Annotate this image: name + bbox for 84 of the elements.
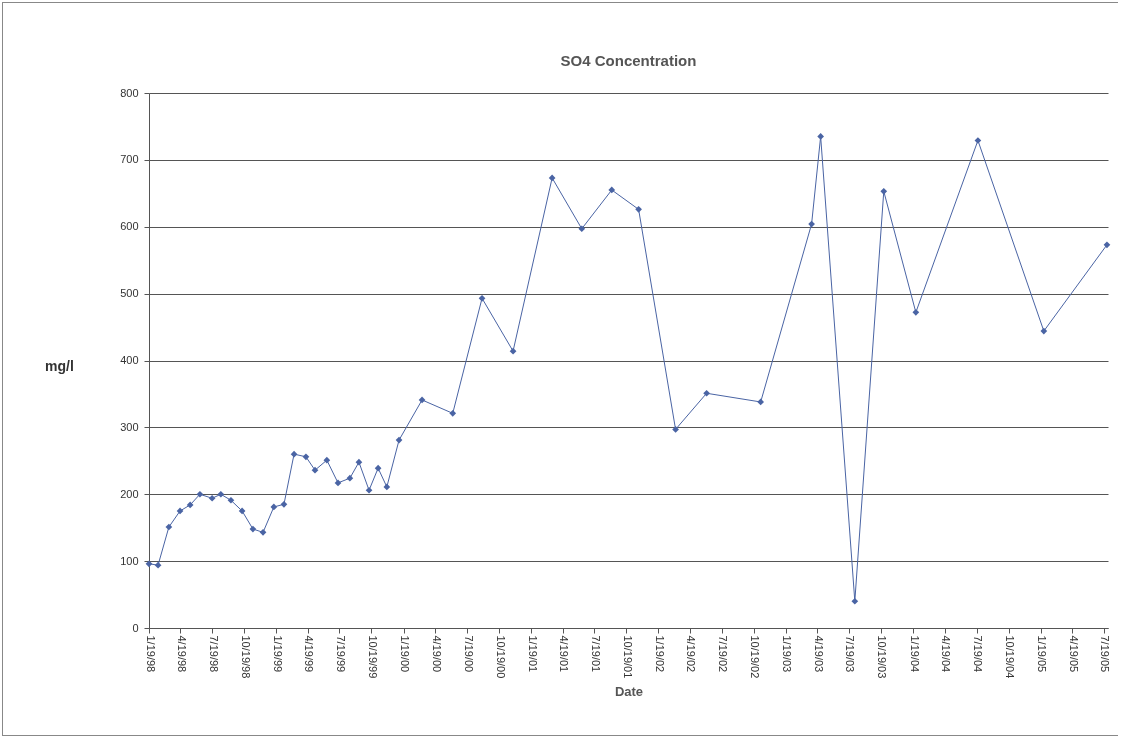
y-axis-title: mg/l	[45, 357, 74, 374]
point	[238, 507, 246, 515]
y-tick-label: 100	[120, 554, 139, 567]
x-tick-label: 1/19/00	[399, 635, 412, 673]
x-tick-label: 10/19/00	[494, 635, 507, 679]
point	[578, 225, 586, 233]
x-tick-label: 7/19/00	[462, 635, 475, 673]
x-tick-label: 7/19/03	[844, 635, 857, 673]
point	[186, 501, 194, 509]
x-tick-label: 1/19/99	[271, 635, 284, 673]
point	[302, 453, 310, 461]
x-tick-label: 1/19/03	[781, 635, 794, 673]
point	[635, 206, 642, 213]
y-tick-label: 800	[120, 86, 139, 99]
point	[395, 436, 403, 444]
point	[608, 186, 616, 194]
x-tick-label: 7/19/05	[1099, 635, 1112, 673]
point	[249, 525, 257, 533]
x-tick-label: 4/19/03	[812, 635, 825, 673]
point	[270, 503, 278, 511]
x-tick-label: 4/19/98	[175, 635, 188, 673]
point	[217, 490, 225, 498]
point	[311, 466, 319, 474]
x-tick-label: 1/19/01	[526, 635, 539, 673]
x-tick-label: 10/19/98	[239, 635, 252, 679]
point	[449, 409, 457, 417]
y-tick-label: 0	[132, 621, 139, 634]
point	[672, 426, 679, 433]
y-tick-label: 600	[120, 220, 139, 233]
point	[1040, 327, 1048, 335]
x-tick-label: 10/19/03	[876, 635, 889, 679]
point	[509, 347, 517, 355]
point	[334, 479, 342, 487]
point	[1103, 241, 1111, 249]
x-tick-label: 1/19/02	[653, 635, 666, 673]
point	[355, 458, 363, 466]
point	[478, 294, 486, 302]
point	[280, 500, 288, 508]
point	[176, 507, 184, 515]
point	[548, 174, 556, 182]
point	[346, 474, 354, 482]
point	[757, 398, 765, 406]
point	[290, 450, 298, 458]
y-tick-label: 400	[120, 354, 139, 366]
x-axis-title: Date	[614, 684, 644, 700]
x-tick-label: 1/19/04	[908, 635, 921, 673]
point	[817, 133, 824, 140]
point	[208, 494, 216, 502]
point	[365, 486, 373, 494]
x-tick-label: 7/19/99	[334, 635, 347, 673]
chart-title: SO4 Concentration	[560, 52, 697, 69]
x-tick-label: 1/19/98	[144, 635, 157, 673]
point	[912, 309, 920, 316]
x-tick-label: 7/19/01	[589, 635, 602, 673]
x-tick-label: 4/19/04	[940, 635, 953, 673]
x-tick-label: 7/19/02	[717, 635, 730, 673]
x-tick-label: 10/19/01	[621, 635, 634, 679]
point	[851, 597, 859, 605]
point	[703, 389, 710, 397]
x-tick-label: 10/19/02	[749, 635, 762, 679]
y-tick-label: 500	[120, 287, 139, 300]
y-tick-label: 200	[120, 487, 139, 500]
y-tick-label: 700	[120, 153, 139, 166]
y-tick-label: 300	[120, 420, 139, 433]
point	[323, 456, 331, 464]
point	[383, 483, 391, 491]
x-tick-label: 7/19/98	[207, 635, 220, 673]
x-tick-label: 10/19/04	[1004, 635, 1017, 679]
x-tick-label: 10/19/99	[366, 635, 379, 679]
x-tick-label: 4/19/00	[430, 635, 443, 673]
point	[227, 496, 235, 504]
point	[374, 464, 382, 472]
x-tick-label: 4/19/99	[303, 635, 316, 673]
point	[165, 523, 173, 531]
x-tick-label: 4/19/01	[558, 635, 571, 673]
point	[196, 490, 204, 498]
x-tick-label: 4/19/05	[1067, 635, 1080, 673]
x-tick-label: 7/19/04	[972, 635, 985, 673]
point	[154, 561, 162, 569]
x-tick-label: 4/19/02	[685, 635, 698, 673]
x-tick-label: 1/19/05	[1036, 635, 1049, 673]
point	[880, 187, 888, 195]
point	[259, 529, 267, 536]
point	[418, 396, 426, 404]
